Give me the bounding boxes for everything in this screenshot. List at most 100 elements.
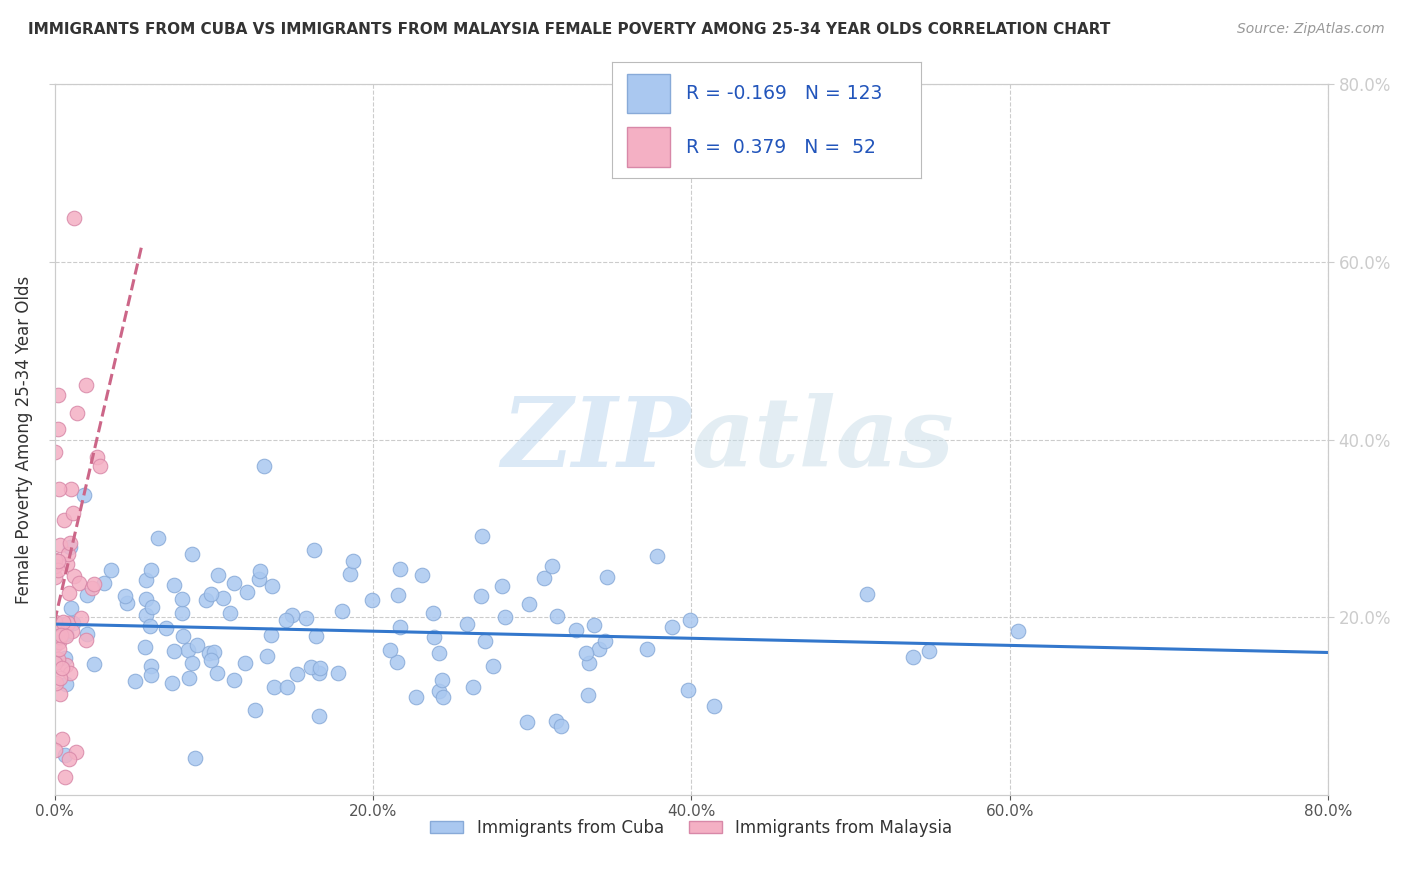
Point — [59, 536, 82, 550]
Point — [533, 571, 555, 585]
Point — [51, 617, 73, 632]
Point — [491, 579, 513, 593]
Point — [308, 665, 330, 680]
Point — [53, 770, 76, 784]
Point — [516, 714, 538, 729]
Point — [44, 444, 66, 458]
Point — [44, 743, 66, 757]
Point — [51, 731, 73, 746]
Point — [903, 649, 925, 664]
Point — [93, 576, 115, 591]
Point — [253, 459, 276, 474]
Point — [295, 611, 318, 625]
Point — [471, 529, 494, 543]
Point — [647, 549, 669, 563]
Point — [207, 568, 229, 582]
Point — [361, 593, 384, 607]
Point — [541, 559, 564, 574]
Point — [59, 666, 82, 681]
Point — [55, 628, 77, 642]
Point — [177, 672, 200, 686]
Point — [378, 643, 401, 657]
Point — [180, 548, 202, 562]
Point — [593, 634, 616, 648]
Text: IMMIGRANTS FROM CUBA VS IMMIGRANTS FROM MALAYSIA FEMALE POVERTY AMONG 25-34 YEAR: IMMIGRANTS FROM CUBA VS IMMIGRANTS FROM … — [28, 22, 1111, 37]
Point — [139, 619, 162, 633]
Point — [52, 513, 75, 527]
Point — [48, 482, 70, 496]
Point — [115, 596, 138, 610]
Point — [918, 643, 941, 657]
Point — [202, 645, 225, 659]
Point — [200, 587, 222, 601]
Point — [44, 657, 66, 671]
Point — [82, 581, 104, 595]
Point — [430, 673, 453, 687]
Point — [59, 482, 82, 496]
Point — [55, 651, 77, 665]
Text: Source: ZipAtlas.com: Source: ZipAtlas.com — [1237, 22, 1385, 37]
Point — [339, 566, 361, 581]
Point — [1007, 624, 1029, 638]
Point — [46, 624, 69, 639]
Point — [59, 540, 82, 554]
Point — [76, 588, 98, 602]
Point — [55, 676, 77, 690]
Point — [67, 576, 90, 591]
Point — [308, 708, 330, 723]
Point — [308, 661, 330, 675]
Point — [46, 652, 69, 666]
Point — [456, 616, 478, 631]
Point — [58, 752, 80, 766]
Point — [124, 673, 146, 688]
Point — [49, 687, 72, 701]
Point — [162, 676, 184, 690]
Point — [89, 459, 111, 474]
Point — [75, 632, 97, 647]
Point — [387, 588, 409, 602]
Point — [678, 613, 700, 627]
Point — [423, 630, 446, 644]
Legend: Immigrants from Cuba, Immigrants from Malaysia: Immigrants from Cuba, Immigrants from Ma… — [423, 812, 959, 843]
Point — [86, 450, 108, 465]
Point — [172, 629, 194, 643]
Point — [565, 623, 588, 637]
Point — [46, 563, 69, 577]
Point — [274, 614, 297, 628]
Point — [262, 579, 284, 593]
Point — [49, 630, 72, 644]
Text: R =  0.379   N =  52: R = 0.379 N = 52 — [686, 137, 876, 157]
Point — [661, 620, 683, 634]
Point — [46, 422, 69, 436]
Point — [583, 617, 606, 632]
Point — [218, 607, 240, 621]
Point — [578, 657, 600, 671]
Point — [172, 592, 194, 607]
Point — [233, 656, 256, 670]
Point — [44, 615, 66, 629]
Point — [281, 608, 304, 623]
Point — [65, 745, 87, 759]
Point — [411, 568, 433, 582]
Point — [44, 638, 66, 652]
Point — [856, 587, 879, 601]
Point — [139, 563, 162, 577]
Point — [299, 660, 322, 674]
Point — [260, 628, 283, 642]
Point — [66, 406, 89, 420]
Point — [305, 629, 328, 643]
Point — [46, 554, 69, 568]
Point — [62, 615, 84, 630]
Point — [135, 607, 157, 622]
Point — [180, 656, 202, 670]
Point — [636, 642, 658, 657]
Point — [429, 683, 451, 698]
Point — [405, 690, 427, 704]
Point — [463, 680, 485, 694]
Point — [70, 611, 93, 625]
Point — [75, 378, 97, 392]
Point — [222, 673, 245, 687]
Point — [60, 624, 83, 638]
Point — [200, 653, 222, 667]
Point — [389, 619, 412, 633]
